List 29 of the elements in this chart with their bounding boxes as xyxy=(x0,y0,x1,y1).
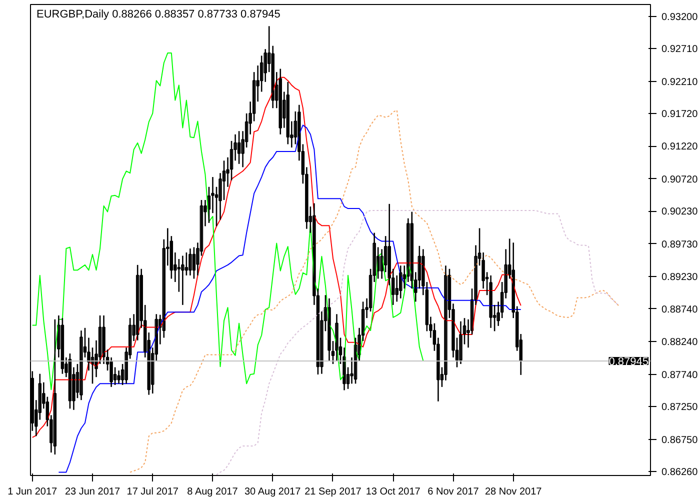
y-tick-label: 0.90230 xyxy=(662,206,698,218)
y-tick-label: 0.87250 xyxy=(662,402,698,414)
y-tick-label: 0.86260 xyxy=(662,467,698,478)
x-tick-label: 21 Sep 2017 xyxy=(304,486,362,498)
chart-title: EURGBP,Daily 0.88266 0.88357 0.87733 0.87945 xyxy=(36,8,280,20)
y-tick-label: 0.88740 xyxy=(662,304,698,316)
y-tick-label: 0.89730 xyxy=(662,239,698,250)
x-tick-label: 28 Nov 2017 xyxy=(484,486,542,498)
ref-line-label: 0.87945 xyxy=(608,356,649,368)
y-tick-label: 0.89230 xyxy=(662,272,698,284)
x-tick-label: 6 Nov 2017 xyxy=(428,486,480,498)
y-tick-label: 0.93200 xyxy=(662,12,698,23)
x-tick-label: 1 Jun 2017 xyxy=(8,486,58,498)
x-tick-label: 23 Jun 2017 xyxy=(64,486,120,498)
y-tick-label: 0.88240 xyxy=(662,337,698,348)
line-series xyxy=(32,52,424,390)
y-tick-label: 0.87740 xyxy=(662,370,698,381)
y-tick-label: 0.90720 xyxy=(662,174,698,186)
line-series xyxy=(58,124,522,473)
x-tick-label: 13 Oct 2017 xyxy=(366,486,421,498)
y-tick-label: 0.86750 xyxy=(662,434,698,446)
y-tick-label: 0.92710 xyxy=(662,44,698,55)
line-series xyxy=(32,76,522,438)
x-tick-label: 30 Aug 2017 xyxy=(244,486,302,498)
y-tick-label: 0.91720 xyxy=(662,108,698,120)
x-tick-label: 17 Jul 2017 xyxy=(126,486,179,498)
y-tick-label: 0.91220 xyxy=(662,142,698,153)
x-tick-label: 8 Aug 2017 xyxy=(187,486,238,498)
y-tick-label: 0.92210 xyxy=(662,76,698,88)
